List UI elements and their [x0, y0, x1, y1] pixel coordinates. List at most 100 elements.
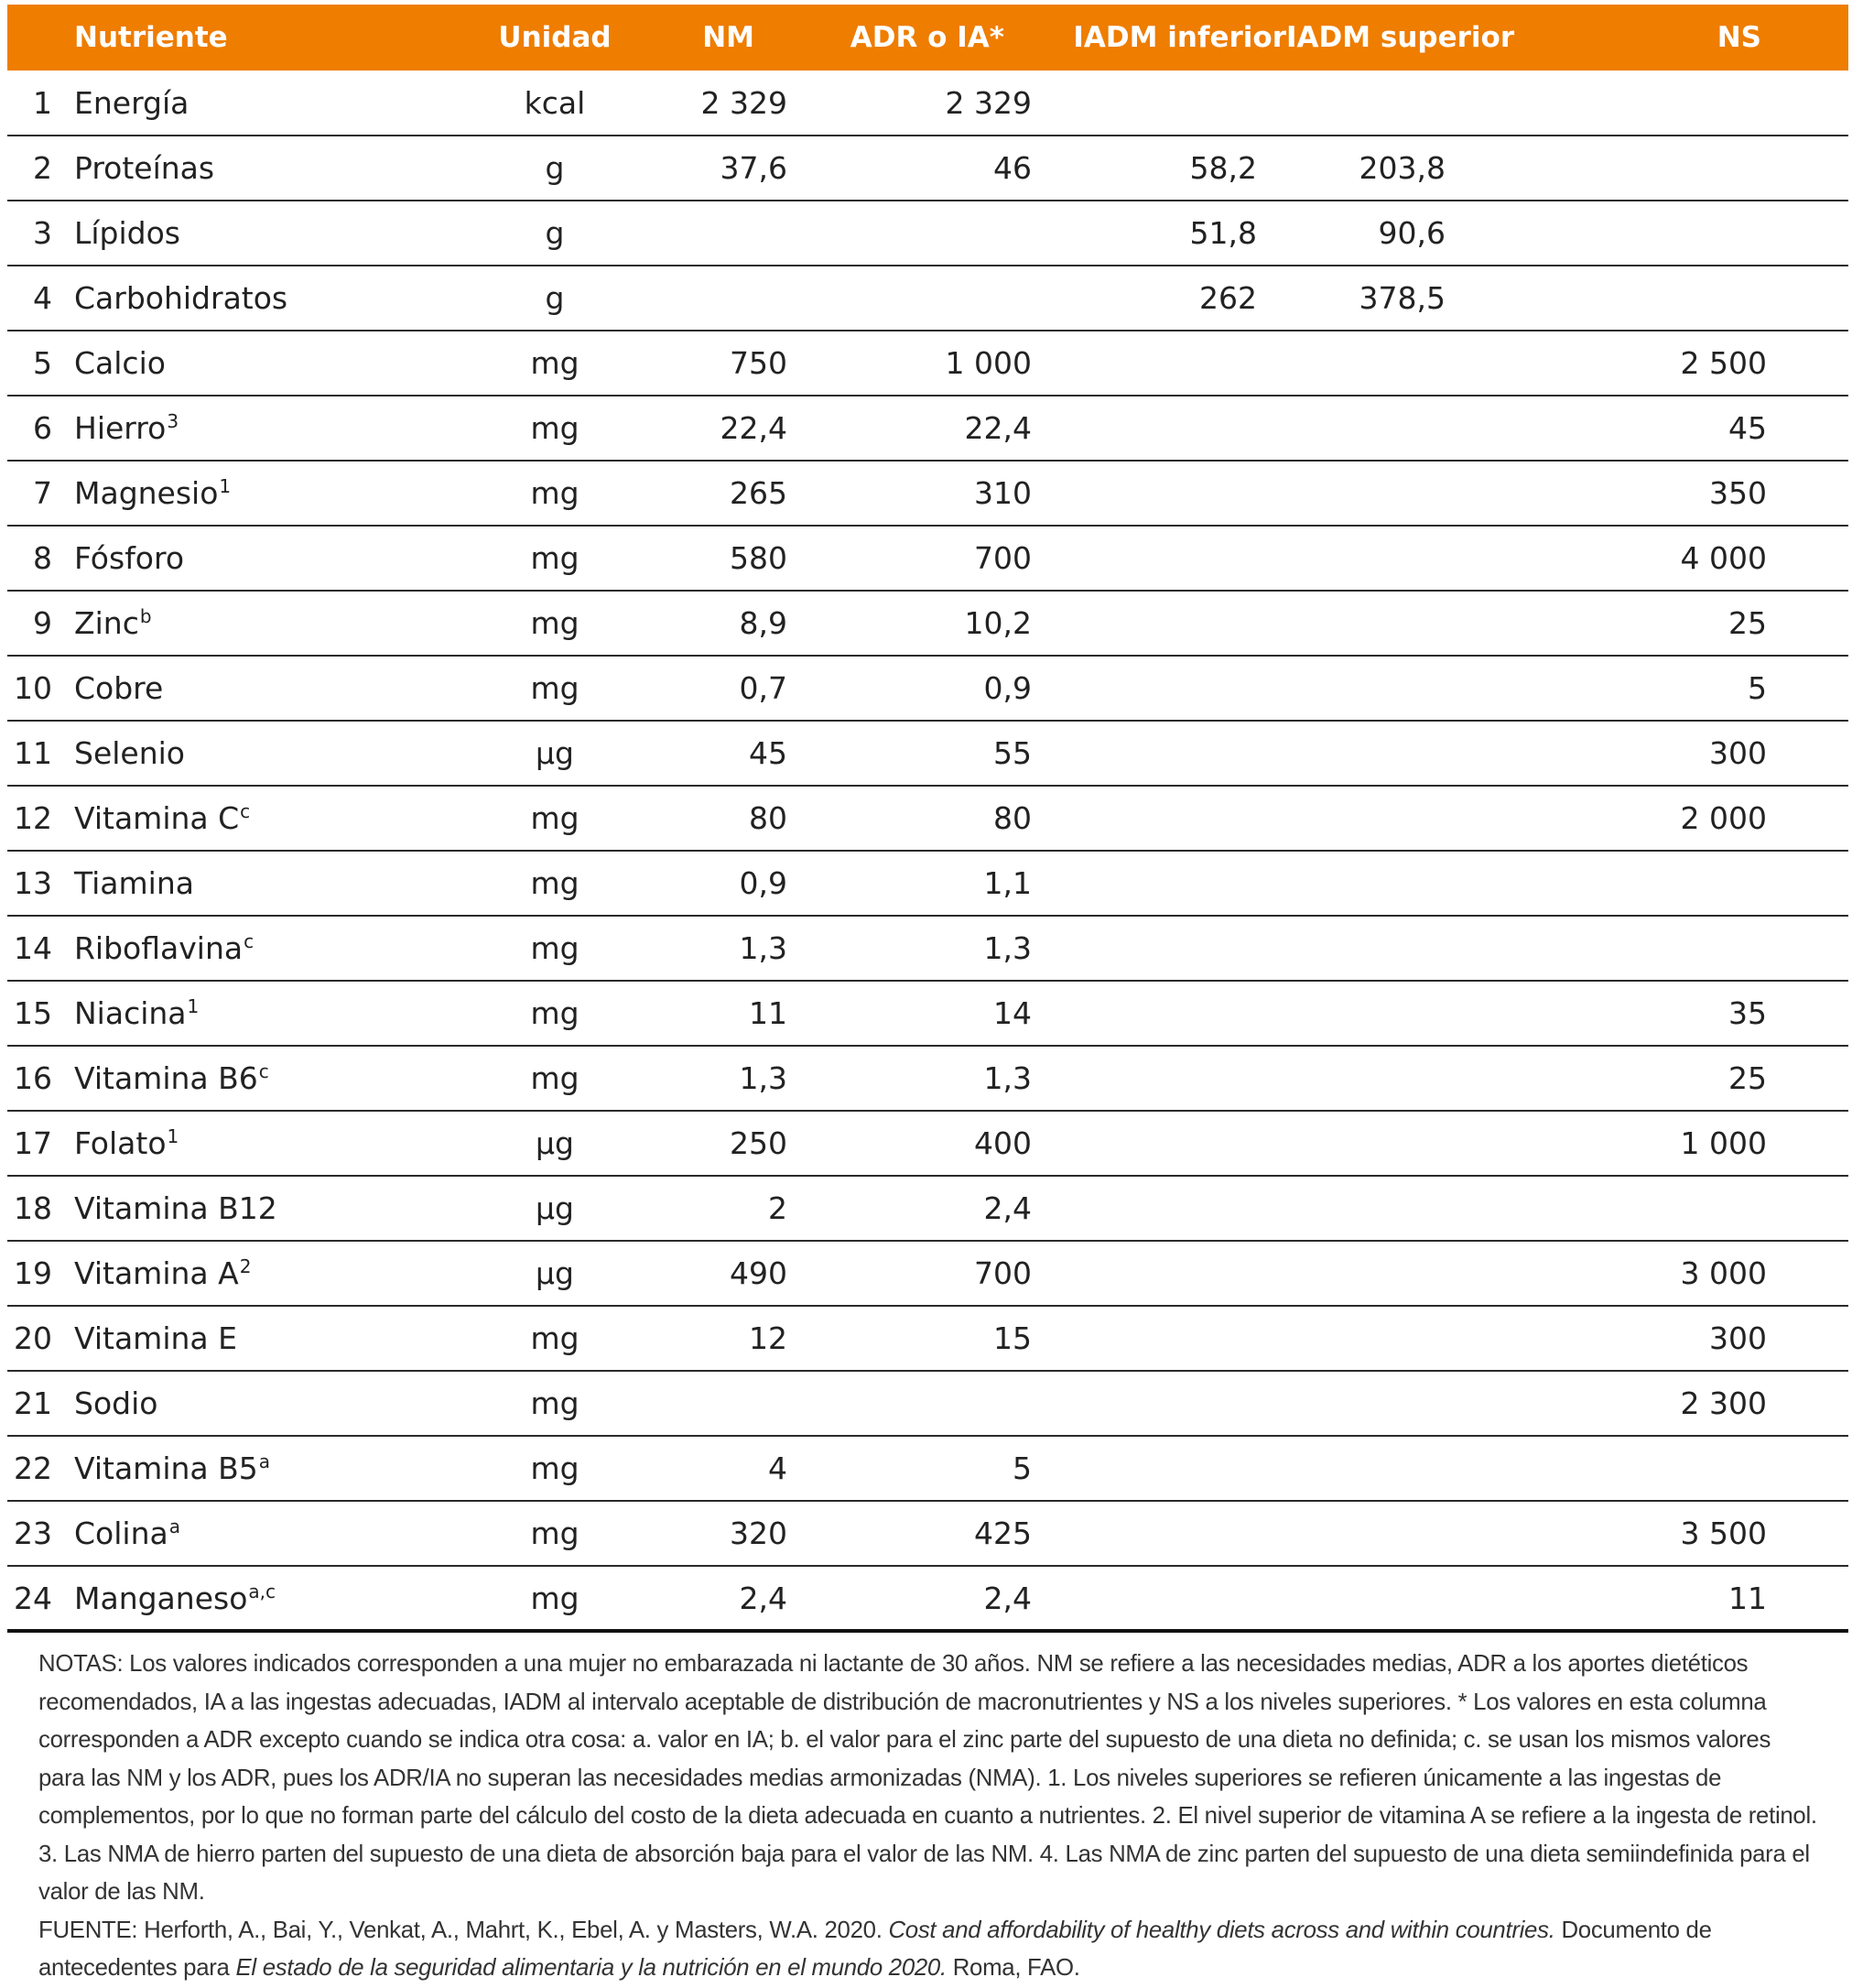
row-index: 14 [7, 916, 74, 982]
nutrient-label: Magnesio [74, 475, 219, 511]
nm-cell: 490 [637, 1241, 811, 1307]
iadm-inferior-cell [1056, 1046, 1286, 1112]
adr-cell [811, 1371, 1056, 1437]
nutrient-name: Calcio [74, 331, 472, 397]
unit-cell: mg [472, 461, 637, 527]
adr-cell: 0,9 [811, 656, 1056, 722]
iadm-inferior-cell [1056, 656, 1286, 722]
nutrient-label: Vitamina B12 [74, 1190, 277, 1226]
nm-cell: 8,9 [637, 591, 811, 657]
unit-cell: kcal [472, 71, 637, 136]
ns-cell: 350 [1520, 461, 1848, 527]
ns-cell: 2 000 [1520, 786, 1848, 852]
ns-cell [1520, 136, 1848, 201]
iadm-inferior-cell [1056, 1241, 1286, 1307]
adr-cell: 46 [811, 136, 1056, 201]
table-row: 18 Vitamina B12 μg 2 2,4 [7, 1176, 1848, 1242]
footnote-marker: a [168, 1515, 180, 1537]
row-index: 10 [7, 656, 74, 722]
nutrient-label: Folato [74, 1125, 167, 1161]
nm-cell: 45 [637, 721, 811, 787]
adr-cell: 1 000 [811, 331, 1056, 397]
footnote-marker: a [258, 1450, 271, 1472]
ns-cell: 300 [1520, 721, 1848, 787]
iadm-superior-cell [1286, 526, 1520, 592]
nutrient-label: Vitamina A [74, 1255, 239, 1291]
notes-text: NOTAS: Los valores indicados corresponde… [38, 1651, 1817, 1905]
row-index: 12 [7, 786, 74, 852]
table-row: 9 Zincb mg 8,9 10,2 25 [7, 591, 1848, 657]
nm-cell: 12 [637, 1306, 811, 1372]
unit-cell: μg [472, 1111, 637, 1177]
row-index: 22 [7, 1436, 74, 1502]
iadm-superior-cell [1286, 1046, 1520, 1112]
source-publisher: Roma, FAO. [952, 1955, 1080, 1981]
footnote-marker: 1 [167, 1125, 179, 1147]
row-index: 8 [7, 526, 74, 592]
iadm-superior-cell [1286, 461, 1520, 527]
table-row: 24 Manganesoa,c mg 2,4 2,4 11 [7, 1566, 1848, 1633]
ns-cell [1520, 916, 1848, 982]
nutrient-name: Vitamina Cc [74, 786, 472, 852]
source-text: FUENTE: Herforth, A., Bai, Y., Venkat, A… [38, 1912, 1819, 1988]
footnote-marker: 1 [187, 995, 200, 1017]
row-index: 17 [7, 1111, 74, 1177]
ns-cell [1520, 851, 1848, 917]
header-nutriente: Nutriente [74, 5, 472, 71]
nutrient-label: Tiamina [74, 865, 194, 901]
iadm-inferior-cell [1056, 1566, 1286, 1633]
unit-cell: mg [472, 1436, 637, 1502]
iadm-superior-cell [1286, 1501, 1520, 1567]
iadm-superior-cell [1286, 1111, 1520, 1177]
iadm-inferior-cell [1056, 851, 1286, 917]
nutrient-name: Energía [74, 71, 472, 136]
iadm-superior-cell: 378,5 [1286, 266, 1520, 331]
nutrient-name: Cobre [74, 656, 472, 722]
row-index: 23 [7, 1501, 74, 1567]
nutrient-label: Hierro [74, 410, 167, 446]
unit-cell: mg [472, 656, 637, 722]
ns-cell: 3 500 [1520, 1501, 1848, 1567]
nm-cell: 1,3 [637, 916, 811, 982]
header-iadm-superior: IADM superior [1286, 5, 1520, 71]
nm-cell: 37,6 [637, 136, 811, 201]
nutrient-name: Vitamina E [74, 1306, 472, 1372]
nutrient-label: Manganeso [74, 1580, 248, 1616]
table-row: 1 Energía kcal 2 329 2 329 [7, 71, 1848, 136]
table-row: 21 Sodio mg 2 300 [7, 1371, 1848, 1437]
table-row: 11 Selenio μg 45 55 300 [7, 721, 1848, 787]
adr-cell: 15 [811, 1306, 1056, 1372]
source-title: Cost and affordability of healthy diets … [888, 1917, 1555, 1943]
nutrient-name: Vitamina A2 [74, 1241, 472, 1307]
ns-cell [1520, 201, 1848, 266]
row-index: 3 [7, 201, 74, 266]
ns-cell [1520, 1436, 1848, 1502]
header-unidad: Unidad [472, 5, 637, 71]
nutrient-label: Colina [74, 1515, 168, 1551]
source-authors: FUENTE: Herforth, A., Bai, Y., Venkat, A… [38, 1917, 883, 1943]
unit-cell: mg [472, 1306, 637, 1372]
nutrient-label: Zinc [74, 605, 139, 641]
footnote-marker: 2 [239, 1255, 252, 1277]
adr-cell: 700 [811, 526, 1056, 592]
nutrient-label: Riboflavina [74, 930, 244, 966]
iadm-inferior-cell [1056, 396, 1286, 462]
iadm-superior-cell: 203,8 [1286, 136, 1520, 201]
adr-cell: 1,3 [811, 916, 1056, 982]
unit-cell: g [472, 266, 637, 331]
nm-cell: 22,4 [637, 396, 811, 462]
unit-cell: mg [472, 981, 637, 1047]
table-row: 23 Colinaa mg 320 425 3 500 [7, 1501, 1848, 1567]
table-row: 4 Carbohidratos g 262 378,5 [7, 266, 1848, 331]
row-index: 13 [7, 851, 74, 917]
iadm-inferior-cell: 58,2 [1056, 136, 1286, 201]
iadm-inferior-cell [1056, 461, 1286, 527]
adr-cell: 310 [811, 461, 1056, 527]
nutrient-label: Sodio [74, 1385, 158, 1421]
nutrient-name: Zincb [74, 591, 472, 657]
iadm-inferior-cell [1056, 1176, 1286, 1242]
iadm-inferior-cell [1056, 1436, 1286, 1502]
iadm-inferior-cell [1056, 526, 1286, 592]
row-index: 7 [7, 461, 74, 527]
